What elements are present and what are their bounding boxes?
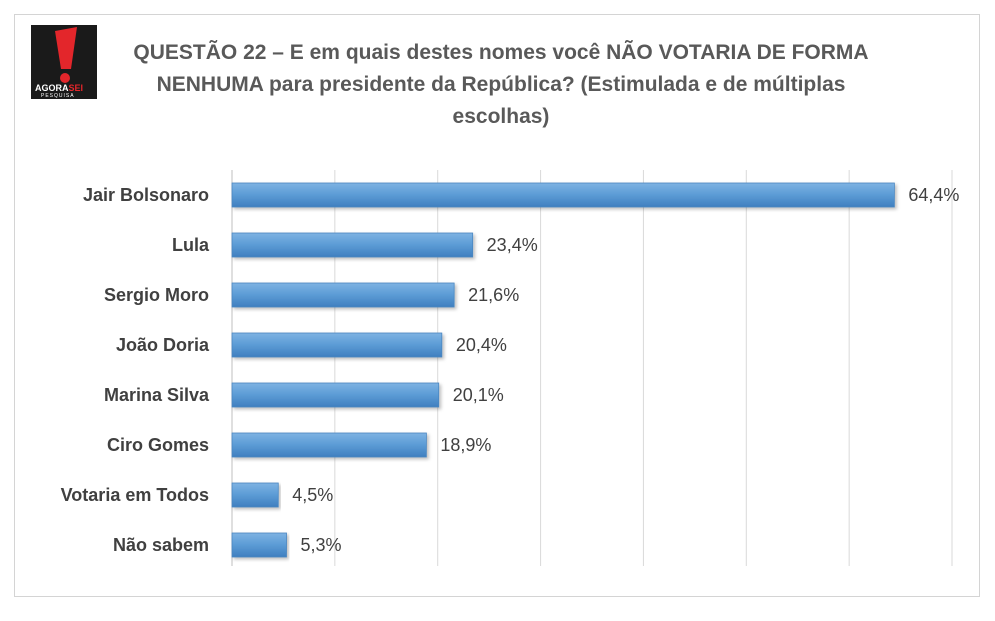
category-label: Lula [172,235,210,255]
category-label: Marina Silva [104,385,210,405]
bar [231,482,279,508]
value-label: 64,4% [908,185,959,205]
category-label: Jair Bolsonaro [83,185,209,205]
bar [231,332,443,358]
chart-frame: AGORASEI PESQUISA QUESTÃO 22 – E em quai… [14,14,980,597]
bar [231,532,287,558]
svg-text:AGORASEI: AGORASEI [35,83,83,93]
bar [231,382,440,408]
value-label: 20,4% [456,335,507,355]
bar [231,182,895,208]
bar [231,282,455,308]
value-label: 18,9% [440,435,491,455]
category-label: Sergio Moro [104,285,209,305]
value-label: 21,6% [468,285,519,305]
category-label: Ciro Gomes [107,435,209,455]
chart-title: QUESTÃO 22 – E em quais destes nomes voc… [133,41,869,128]
agorasei-logo: AGORASEI PESQUISA [31,25,97,99]
value-label: 5,3% [301,535,342,555]
value-label: 4,5% [292,485,333,505]
svg-text:PESQUISA: PESQUISA [41,93,75,99]
value-label: 20,1% [453,385,504,405]
bar [231,232,474,258]
value-label: 23,4% [487,235,538,255]
category-label: Não sabem [113,535,209,555]
bar [231,432,427,458]
category-label: Votaria em Todos [61,485,209,505]
category-label: João Doria [116,335,210,355]
